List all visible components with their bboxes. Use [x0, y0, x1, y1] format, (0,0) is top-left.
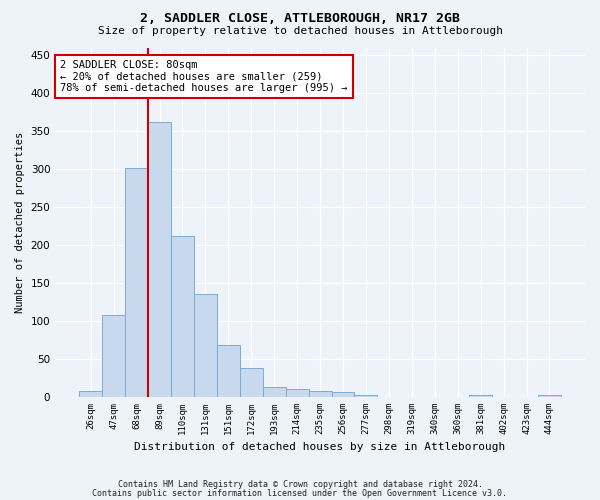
Y-axis label: Number of detached properties: Number of detached properties	[15, 132, 25, 313]
Bar	[194, 294, 217, 397]
Bar	[148, 122, 171, 397]
Text: Contains HM Land Registry data © Crown copyright and database right 2024.: Contains HM Land Registry data © Crown c…	[118, 480, 482, 489]
Bar	[286, 390, 308, 397]
Text: Size of property relative to detached houses in Attleborough: Size of property relative to detached ho…	[97, 26, 503, 36]
Bar	[355, 395, 377, 397]
Text: Contains public sector information licensed under the Open Government Licence v3: Contains public sector information licen…	[92, 489, 508, 498]
Bar	[469, 395, 492, 397]
Bar	[332, 392, 355, 397]
Bar	[308, 391, 332, 397]
Bar	[102, 315, 125, 397]
X-axis label: Distribution of detached houses by size in Attleborough: Distribution of detached houses by size …	[134, 442, 506, 452]
Bar	[240, 368, 263, 397]
Bar	[79, 391, 102, 397]
Text: 2, SADDLER CLOSE, ATTLEBOROUGH, NR17 2GB: 2, SADDLER CLOSE, ATTLEBOROUGH, NR17 2GB	[140, 12, 460, 26]
Text: 2 SADDLER CLOSE: 80sqm
← 20% of detached houses are smaller (259)
78% of semi-de: 2 SADDLER CLOSE: 80sqm ← 20% of detached…	[61, 60, 348, 93]
Bar	[538, 395, 561, 397]
Bar	[263, 387, 286, 397]
Bar	[171, 236, 194, 397]
Bar	[217, 346, 240, 397]
Bar	[125, 168, 148, 397]
